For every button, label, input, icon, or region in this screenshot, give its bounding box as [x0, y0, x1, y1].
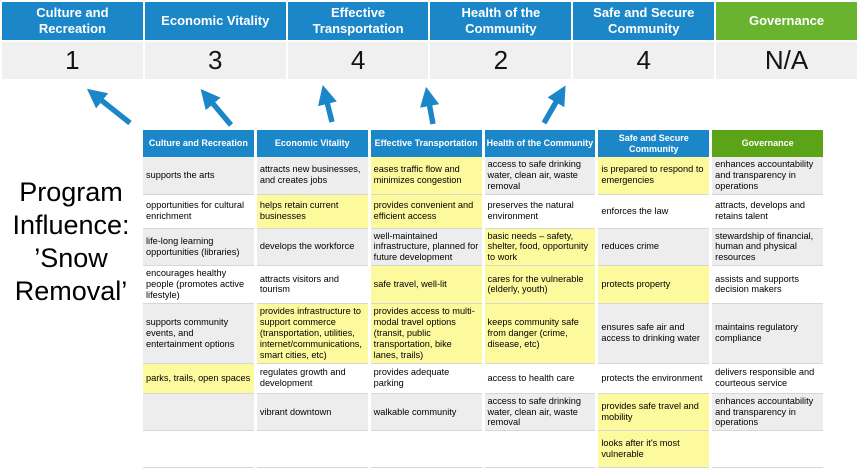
pillar-header-health-of-the-community: Health of the Community — [430, 2, 572, 40]
matrix-cell: ensures safe air and access to drinking … — [598, 303, 710, 364]
matrix-cell: maintains regulatory compliance — [712, 303, 823, 364]
matrix-cell: protects the environment — [598, 363, 710, 394]
matrix-header-cell: Economic Vitality — [256, 130, 368, 157]
matrix-cell: attracts new businesses, and creates job… — [256, 157, 368, 195]
matrix-cell — [143, 431, 254, 468]
matrix-cell: provides adequate parking — [370, 363, 482, 394]
matrix-cell-highlighted: helps retain current businesses — [256, 194, 368, 229]
matrix-cell: access to safe drinking water, clean air… — [484, 393, 596, 432]
program-title-line: Removal’ — [14, 276, 128, 306]
matrix-cell: attracts, develops and retains talent — [712, 194, 823, 229]
matrix-header-cell: Governance — [712, 130, 823, 157]
pillar-score-safe-and-secure-community: 4 — [573, 42, 715, 79]
influence-arrows-icon — [86, 84, 566, 127]
matrix-cell-highlighted: protects property — [598, 266, 710, 304]
matrix-header-cell: Health of the Community — [484, 130, 596, 157]
matrix-cell-highlighted: cares for the vulnerable (elderly, youth… — [484, 266, 596, 304]
matrix-cell: preserves the natural environment — [484, 194, 596, 229]
matrix-cell: supports the arts — [143, 157, 254, 195]
pillar-header-governance: Governance — [716, 2, 857, 40]
matrix-cell — [370, 431, 482, 468]
matrix-cell: delivers responsible and courteous servi… — [712, 363, 823, 394]
arrow-economic-icon — [200, 89, 234, 127]
matrix-cell-highlighted: eases traffic flow and minimizes congest… — [370, 157, 482, 195]
pillar-score-health-of-the-community: 2 — [430, 42, 572, 79]
matrix-header-cell: Culture and Recreation — [143, 130, 254, 157]
matrix-cell: attracts visitors and tourism — [256, 266, 368, 304]
matrix-cell-highlighted: looks after it's most vulnerable — [598, 431, 710, 468]
matrix-cell: supports community events, and entertain… — [143, 303, 254, 364]
matrix-cell: regulates growth and development — [256, 363, 368, 394]
matrix-cell: reduces crime — [598, 228, 710, 267]
program-title-line: ’Snow — [34, 243, 108, 273]
arrow-transportation-icon — [318, 84, 337, 123]
pillar-score-economic-vitality: 3 — [144, 42, 286, 79]
matrix-cell — [256, 431, 368, 468]
pillar-score-governance: N/A — [716, 42, 857, 79]
pillar-header-economic-vitality: Economic Vitality — [144, 2, 286, 40]
matrix-cell-highlighted: keeps community safe from danger (crime,… — [484, 303, 596, 364]
pillar-header-culture-and-recreation: Culture and Recreation — [2, 2, 143, 40]
matrix-cell-highlighted: parks, trails, open spaces — [143, 363, 254, 394]
pillar-score-effective-transportation: 4 — [287, 42, 429, 79]
matrix-cell-highlighted: provides access to multi-modal travel op… — [370, 303, 482, 364]
arrow-culture-icon — [86, 88, 132, 126]
pillar-header-effective-transportation: Effective Transportation — [287, 2, 429, 40]
matrix-cell: well-maintained infrastructure, planned … — [370, 228, 482, 267]
matrix-cell: vibrant downtown — [256, 393, 368, 432]
matrix-cell: opportunities for cultural enrichment — [143, 194, 254, 229]
matrix-cell: life-long learning opportunities (librar… — [143, 228, 254, 267]
program-title: Program Influence: ’Snow Removal’ — [0, 176, 142, 308]
matrix-cell-highlighted: safe travel, well-lit — [370, 266, 482, 304]
matrix-cell: develops the workforce — [256, 228, 368, 267]
pillar-header-safe-and-secure-community: Safe and Secure Community — [573, 2, 715, 40]
matrix-cell: walkable community — [370, 393, 482, 432]
matrix-cell — [712, 431, 823, 468]
matrix-cell: assists and supports decision makers — [712, 266, 823, 304]
matrix-cell: enhances accountability and transparency… — [712, 393, 823, 432]
pillar-score-culture-and-recreation: 1 — [2, 42, 143, 79]
matrix-cell-highlighted: basic needs – safety, shelter, food, opp… — [484, 228, 596, 267]
matrix-cell-highlighted: provides infrastructure to support comme… — [256, 303, 368, 364]
arrow-health-icon — [420, 86, 440, 125]
matrix-cell: encourages healthy people (promotes acti… — [143, 266, 254, 304]
influence-matrix: Culture and Recreation Economic Vitality E… — [143, 130, 823, 468]
matrix-cell-highlighted: provides safe travel and mobility — [598, 393, 710, 432]
program-title-line: Program — [19, 177, 123, 207]
matrix-cell: access to health care — [484, 363, 596, 394]
pillar-banner: Culture and Recreation Economic Vitality… — [2, 2, 857, 79]
program-title-line: Influence: — [12, 210, 130, 240]
matrix-cell: stewardship of financial, human and phys… — [712, 228, 823, 267]
matrix-cell — [484, 431, 596, 468]
matrix-cell-highlighted: provides convenient and efficient access — [370, 194, 482, 229]
arrow-safe-icon — [541, 85, 566, 125]
matrix-header-cell: Safe and Secure Community — [598, 130, 710, 157]
matrix-cell: enhances accountability and transparency… — [712, 157, 823, 195]
matrix-header-cell: Effective Transportation — [370, 130, 482, 157]
matrix-cell: access to safe drinking water, clean air… — [484, 157, 596, 195]
matrix-cell-highlighted: is prepared to respond to emergencies — [598, 157, 710, 195]
matrix-cell: enforces the law — [598, 194, 710, 229]
matrix-cell — [143, 393, 254, 432]
